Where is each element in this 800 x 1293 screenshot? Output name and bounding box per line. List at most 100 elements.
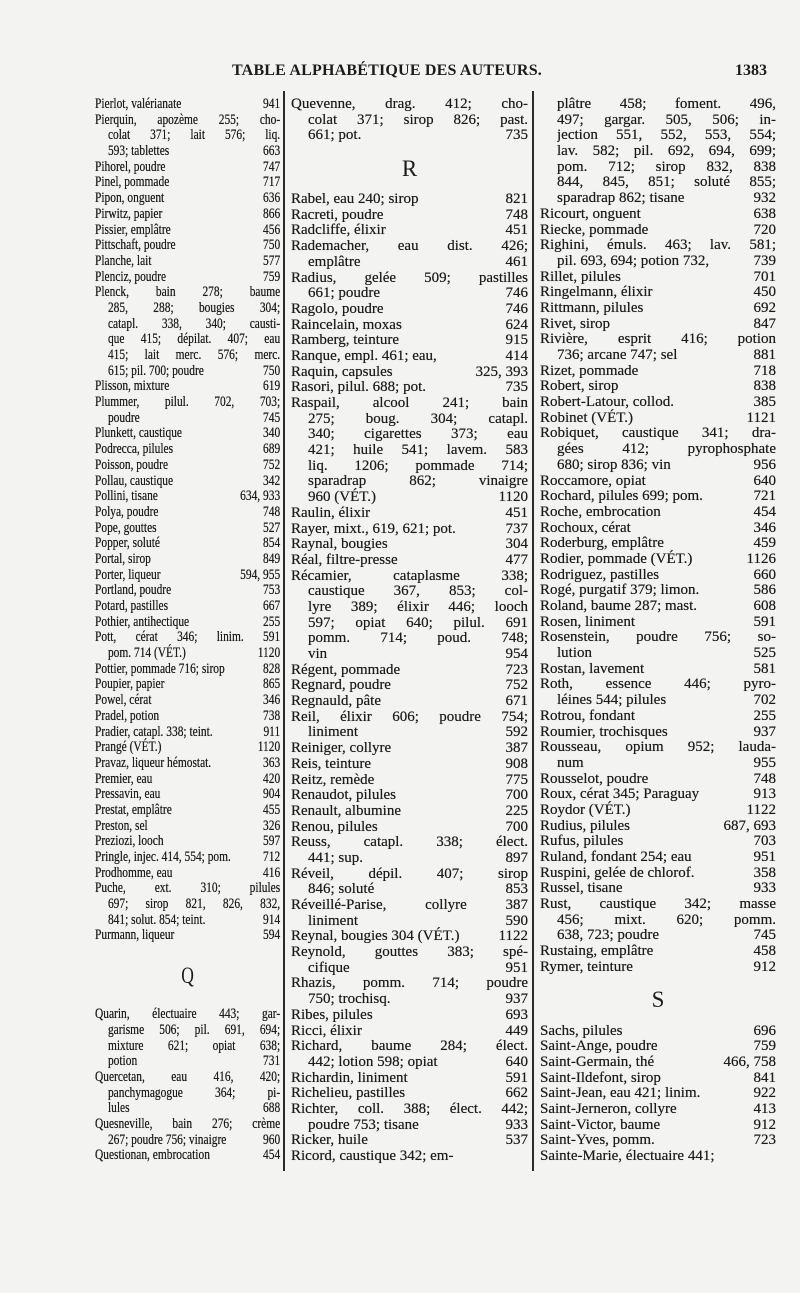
entry-line: 421; huile 541; lavem. 583 [291, 443, 528, 459]
entry-author-text: Roth, essence 446; pyro- [540, 677, 776, 693]
page-reference: 854 [263, 535, 281, 552]
entry-author-text: Roumier, trochisques [540, 723, 668, 740]
index-entry: Reitz, remède 775 [291, 772, 528, 789]
page-reference: 416 [263, 864, 281, 881]
page-reference: 638 [753, 205, 777, 222]
entry-author-text: Ricker, huile [291, 1132, 368, 1149]
index-entry: Poupier, papier 865 [95, 677, 280, 693]
index-entry: Racreti, poudre 748 [291, 207, 528, 224]
index-entry: Richter, coll. 388; élect. 442; poudre 75… [291, 1102, 528, 1133]
entry-continuation-text: 661; pot. [308, 127, 362, 144]
entry-continuation-text: 960 (VÉT.) [308, 489, 377, 506]
entry-author-text: Rivière, esprit 416; potion [540, 332, 776, 348]
entry-line: Ranque, empl. 461; eau, 414 [291, 348, 528, 365]
entry-author-text: Saint-Jerneron, collyre [540, 1100, 677, 1117]
page-reference: 904 [263, 786, 281, 803]
entry-line: 456; mixt. 620; pomm. [540, 913, 776, 929]
entry-line: Pollini, tisane 634, 933 [95, 488, 280, 505]
entry-author-text: Powel, cérat [95, 692, 152, 709]
index-entry: Ricourt, onguent 638 [540, 205, 777, 223]
entry-line: lav. 582; pil. 692, 694, 699; [540, 144, 776, 160]
entry-line: Richard, baume 284; élect. [291, 1039, 528, 1055]
page-reference: 718 [753, 362, 777, 379]
entry-line: Raquin, capsules 325, 393 [291, 364, 528, 381]
index-entry: Riecke, pommade 720 [540, 222, 776, 239]
page-reference: 663 [263, 143, 281, 160]
page-reference: 750 [263, 237, 281, 254]
index-entry: Rabel, eau 240; sirop 821 [291, 191, 528, 208]
index-entry: Rivet, sirop 847 [540, 316, 776, 333]
entry-line: Rostan, lavement 581 [540, 660, 776, 678]
entry-line: Rustaing, emplâtre 458 [540, 943, 776, 960]
index-entry: Ruspini, gelée de chlorof. 358 [540, 865, 776, 882]
entry-line: Prangé (VÉT.) 1120 [95, 739, 280, 756]
entry-line: Rosenstein, poudre 756; so- [540, 630, 776, 646]
entry-line: lyre 389; élixir 446; looch [291, 600, 528, 616]
entry-author-text: Plummer, pilul. 702, 703; [95, 395, 281, 411]
page-reference: 456 [263, 221, 281, 238]
entry-line: 285, 288; bougies 304; [95, 301, 280, 317]
index-entry: Prestat, emplâtre 455 [95, 802, 280, 819]
index-entry: Saint-Jerneron, collyre 413 [540, 1100, 777, 1118]
page-reference: 688 [263, 1100, 281, 1117]
entry-line: Radcliffe, élixir 451 [291, 223, 528, 239]
letter-heading: Q [181, 963, 194, 989]
index-entry: Rousseau, opium 952; lauda-num 955 [540, 740, 776, 771]
index-entry: Raulin, élixir 451 [291, 505, 528, 522]
entry-line: colat 371; lait 576; liq. [95, 128, 280, 144]
column-rule [283, 91, 285, 1171]
page-reference: 450 [753, 284, 777, 301]
entry-line: Rayer, mixt., 619, 621; pot. 737 [291, 521, 528, 538]
entry-line: Pipon, onguent 636 [95, 190, 280, 207]
entry-line: Popper, soluté 854 [95, 536, 280, 552]
entry-author-text: Quevenne, drag. 412; cho- [291, 97, 528, 112]
entry-author-text: Poupier, papier [95, 676, 165, 693]
entry-line: Pressavin, eau 904 [95, 787, 280, 803]
entry-line: 697; sirop 821, 826, 832, [95, 897, 280, 913]
index-entry: Rosen, liniment 591 [540, 614, 776, 631]
entry-line: 638, 723; poudre 745 [540, 928, 776, 944]
index-entry: Preziozi, looch 597 [95, 834, 280, 850]
entry-author-text: Radius, gelée 509; pastilles [291, 270, 528, 286]
entry-author-text: Regnauld, pâte [291, 693, 381, 710]
entry-author-text: Ringelmann, élixir [540, 284, 653, 301]
index-entry: Robinet (VÉT.) 1121 [540, 410, 776, 427]
entry-line: Raspail, alcool 241; bain [291, 396, 528, 412]
page-reference: 667 [263, 598, 281, 614]
entry-line: garisme 506; pil. 691, 694; [95, 1023, 280, 1039]
entry-author-text: Rodriguez, pastilles [540, 566, 660, 583]
entry-line: Premier, eau 420 [95, 770, 280, 788]
index-entry: Roux, cérat 345; Paraguay 913 [540, 787, 776, 803]
entry-line: Roumier, trochisques 937 [540, 723, 776, 741]
index-entry: Plisson, mixture 619 [95, 379, 280, 395]
entry-continuation-text: cifique [308, 959, 350, 976]
entry-author-text: Reil, élixir 606; poudre 754; [291, 709, 528, 725]
entry-line: Roydor (VÉT.) 1122 [540, 802, 776, 819]
entry-line: Polya, poudre 748 [95, 504, 280, 521]
page-reference: 696 [753, 1022, 777, 1039]
page-reference: 597 [263, 833, 281, 850]
index-entry: Robert-Latour, collod. 385 [540, 394, 777, 411]
index-entry: Reynal, bougies 304 (VÉT.) 1122 [291, 929, 528, 945]
page-reference: 608 [753, 598, 777, 614]
entry-line: poudre 753; tisane 933 [291, 1117, 528, 1134]
page-reference: 853 [505, 881, 529, 898]
index-entry: Prangé (VÉT.) 1120 [95, 739, 280, 756]
page-reference: 723 [505, 661, 529, 678]
entry-line: Quevenne, drag. 412; cho- [291, 97, 528, 113]
entry-continuation-text: 285, 288; bougies 304; [107, 300, 281, 316]
page-reference: 913 [753, 786, 777, 803]
entry-author-text: Rostan, lavement [540, 660, 645, 677]
entry-author-text: Rabel, eau 240; sirop [291, 191, 419, 208]
page-reference: 537 [505, 1132, 529, 1149]
entry-author-text: Raspail, alcool 241; bain [291, 396, 528, 411]
column-rule [532, 91, 534, 1171]
entry-author-text: Porter, liqueur [95, 566, 161, 583]
index-entry: Prodhomme, eau 416 [95, 864, 281, 882]
entry-author-text: Premier, eau [95, 770, 153, 787]
page-reference: 385 [753, 394, 777, 411]
index-entry: Richardin, liniment 591 [291, 1070, 528, 1087]
entry-line: Rudius, pilules 687, 693 [540, 818, 776, 835]
entry-line: 415; lait merc. 576; merc. [95, 348, 280, 364]
page-reference: 413 [753, 1100, 777, 1117]
